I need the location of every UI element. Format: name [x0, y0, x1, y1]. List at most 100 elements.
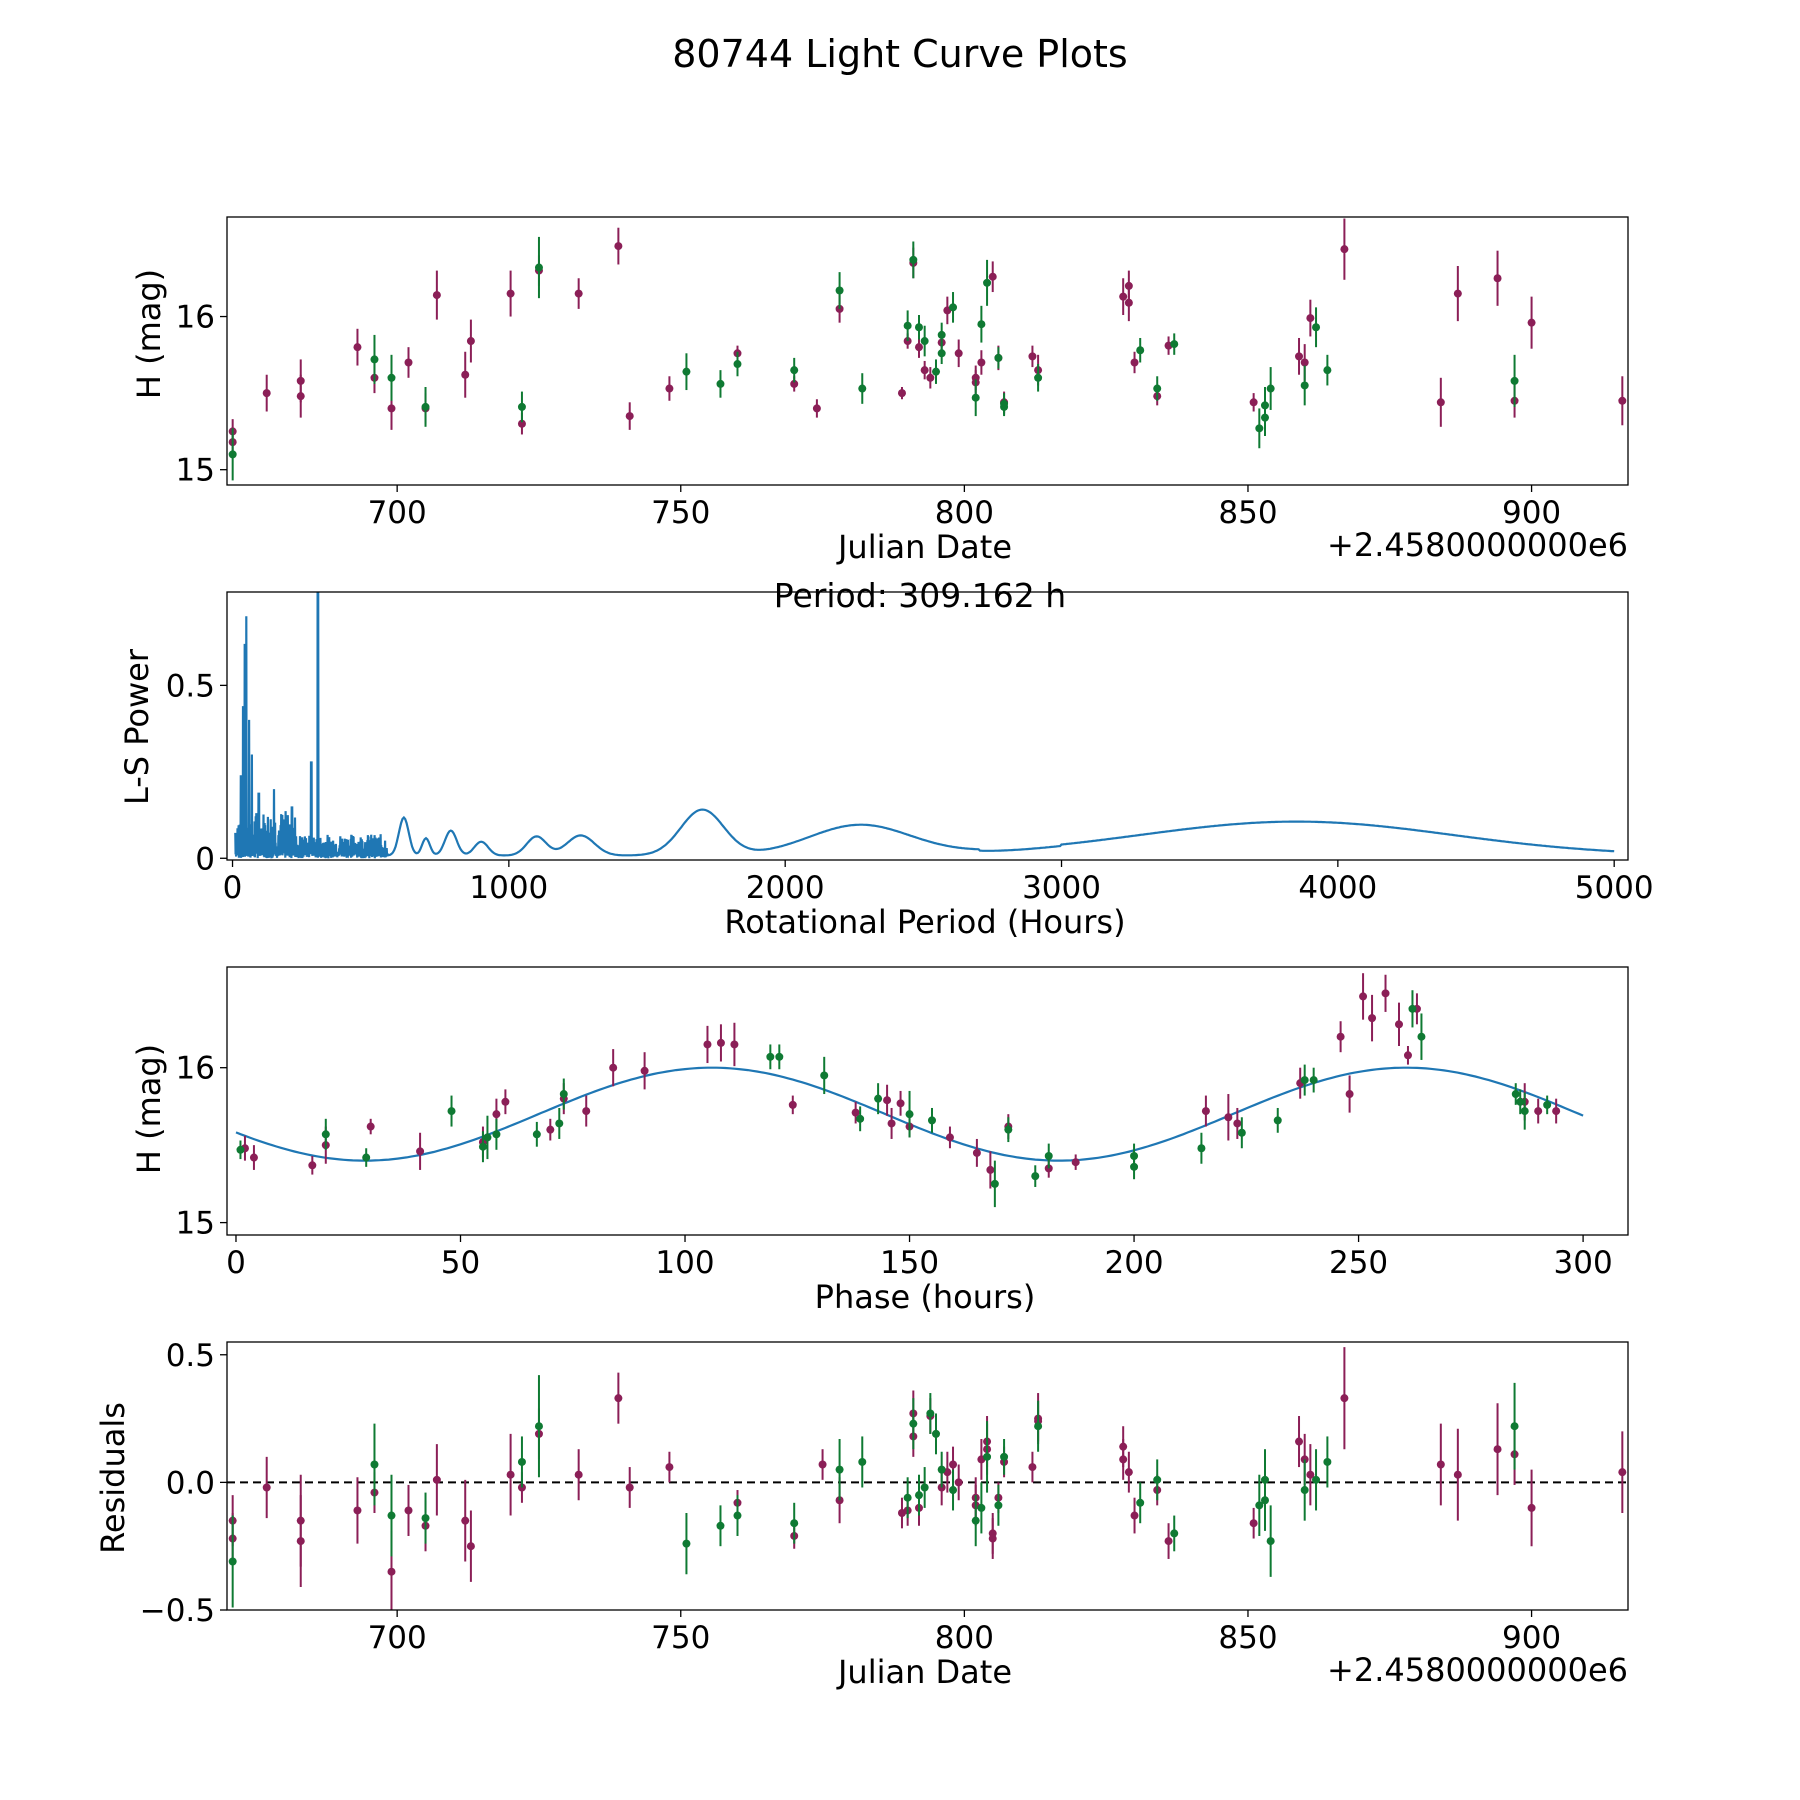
lightcurve-point	[1119, 292, 1128, 301]
phased-point	[1359, 992, 1368, 1001]
lightcurve-point	[1340, 245, 1349, 254]
phased-point	[1197, 1144, 1206, 1153]
residuals-point	[262, 1483, 271, 1492]
lightcurve-point	[1266, 384, 1275, 393]
phased-point	[1511, 1090, 1520, 1099]
residuals-point	[1119, 1455, 1128, 1464]
lightcurve-xtick-label: 800	[935, 495, 994, 531]
periodogram-xtick-label: 5000	[1575, 870, 1654, 906]
phased-point	[1237, 1128, 1246, 1137]
phased-point	[1273, 1116, 1282, 1125]
residuals-point	[461, 1516, 470, 1525]
lightcurve-point	[506, 289, 515, 298]
residuals-point	[432, 1475, 441, 1484]
residuals-point	[937, 1465, 946, 1474]
phased-point	[492, 1110, 501, 1119]
phased-point	[972, 1148, 981, 1157]
residuals-point	[682, 1539, 691, 1548]
residuals-point	[466, 1542, 475, 1551]
residuals-ytick-label: −0.5	[140, 1593, 215, 1629]
lightcurve-point	[733, 360, 742, 369]
residuals-point	[421, 1514, 430, 1523]
residuals-point	[949, 1486, 958, 1495]
lightcurve-point	[387, 404, 396, 413]
lightcurve-ytick-label: 16	[176, 300, 215, 336]
phased-point	[775, 1052, 784, 1061]
phased-point	[887, 1119, 896, 1128]
phased-point	[362, 1153, 371, 1162]
residuals-point	[818, 1460, 827, 1469]
phased-point	[1345, 1090, 1354, 1099]
lightcurve-point	[1323, 366, 1332, 375]
lightcurve-point	[909, 255, 918, 264]
residuals-point	[1340, 1394, 1349, 1403]
phased-point	[1368, 1014, 1377, 1023]
periodogram-curve-group	[234, 592, 1615, 859]
residuals-point	[534, 1422, 543, 1431]
phased-point	[532, 1130, 541, 1139]
residuals-point	[977, 1503, 986, 1512]
phased-point	[236, 1145, 245, 1154]
lightcurve-point	[296, 392, 305, 401]
residuals-point	[983, 1452, 992, 1461]
phased-point	[416, 1147, 425, 1156]
phased-point	[1300, 1076, 1309, 1085]
lightcurve-ylabel: H (mag)	[130, 269, 168, 399]
lightcurve-point	[517, 402, 526, 411]
phased-point	[555, 1119, 564, 1128]
lightcurve-point	[897, 389, 906, 398]
residuals-point	[1034, 1422, 1043, 1431]
lightcurve-point	[920, 366, 929, 375]
phased-point	[1130, 1162, 1139, 1171]
residuals-xtick-label: 850	[1218, 1620, 1277, 1656]
phased-point	[321, 1130, 330, 1139]
residuals-ytick-label: 0.0	[166, 1465, 215, 1501]
lightcurve-point	[682, 367, 691, 376]
phased-point	[874, 1094, 883, 1103]
residuals-point	[1527, 1503, 1536, 1512]
phased-point	[501, 1097, 510, 1106]
lightcurve-point	[914, 343, 923, 352]
residuals-point	[1618, 1468, 1627, 1477]
residuals-offset-text: +2.4580000000e6	[1327, 1651, 1628, 1689]
phased-point	[249, 1153, 258, 1162]
residuals-point	[574, 1470, 583, 1479]
lightcurve-frame	[226, 216, 1629, 486]
lightcurve-point	[932, 367, 941, 376]
phased-point	[945, 1133, 954, 1142]
lightcurve-point	[977, 320, 986, 329]
lightcurve-point	[262, 389, 271, 398]
residuals-ytick-label: 0.5	[166, 1338, 215, 1374]
lightcurve-point	[926, 373, 935, 382]
residuals-xtick-label: 700	[368, 1620, 427, 1656]
lightcurve-xtick-label: 700	[368, 495, 427, 531]
lightcurve-point	[903, 321, 912, 330]
residuals-point	[1300, 1486, 1309, 1495]
residuals-point	[517, 1457, 526, 1466]
lightcurve-point	[404, 358, 413, 367]
lightcurve-offset-text: +2.4580000000e6	[1327, 526, 1628, 564]
lightcurve-point	[353, 343, 362, 352]
lightcurve-point	[1130, 358, 1139, 367]
residuals-point	[404, 1506, 413, 1515]
phased-points	[236, 973, 1561, 1208]
lightcurve-point	[1136, 346, 1145, 355]
phased-point	[1044, 1151, 1053, 1160]
periodogram-xlabel: Rotational Period (Hours)	[724, 903, 1125, 941]
residuals-point	[1323, 1457, 1332, 1466]
phased-point	[1381, 989, 1390, 998]
lightcurve-point	[1255, 424, 1264, 433]
residuals-point	[835, 1465, 844, 1474]
lightcurve-point	[228, 450, 237, 459]
phased-point	[883, 1096, 892, 1105]
residuals-point	[1153, 1475, 1162, 1484]
residuals-point	[387, 1511, 396, 1520]
lightcurve-point	[1034, 373, 1043, 382]
lightcurve-point	[1510, 376, 1519, 385]
residuals-axes: 700 750 800 850 900 −0.5 0.0 0.5	[140, 1338, 1629, 1656]
phased-point	[640, 1066, 649, 1075]
phased-ytick-label: 15	[176, 1206, 215, 1242]
lightcurve-point	[614, 242, 623, 251]
residuals-point	[614, 1394, 623, 1403]
residuals-point	[790, 1519, 799, 1528]
